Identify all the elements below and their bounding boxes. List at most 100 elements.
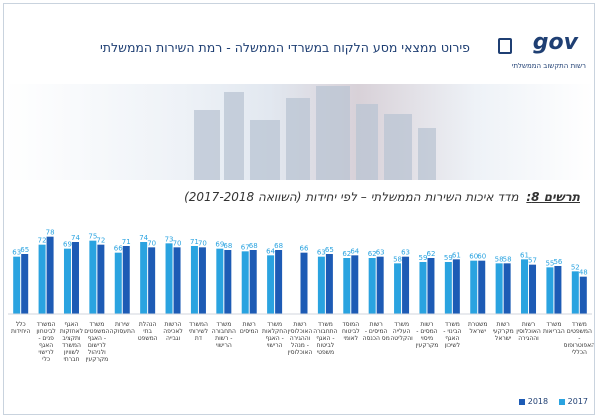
bar-2017-12: [318, 257, 325, 314]
category-label-7: המשרד לשירותי דת: [189, 321, 208, 342]
building-shape: [250, 120, 280, 180]
bar-2018-18: [478, 261, 485, 314]
bar-2017-5: [140, 242, 147, 314]
category-label-22: משרד המשפטים -האפוטרופוס הכללי: [564, 321, 595, 356]
bar-2018-6: [174, 247, 181, 314]
legend-swatch-2017: [559, 399, 565, 405]
bar-2017-3: [89, 241, 96, 314]
bar-2018-21: [554, 266, 561, 314]
bar-2018-1: [47, 237, 54, 314]
data-label-2018-21: 56: [553, 258, 562, 266]
bar-2017-8: [216, 249, 223, 314]
data-label-2018-16: 62: [426, 250, 435, 258]
data-label-2018-12: 65: [325, 246, 334, 254]
bar-2017-10: [267, 255, 274, 314]
bar-2017-9: [242, 251, 249, 314]
legend: 2018 2017: [511, 397, 588, 406]
bar-2017-7: [191, 246, 198, 314]
bar-2018-9: [250, 250, 257, 314]
bar-2018-14: [377, 257, 384, 314]
bar-2018-8: [224, 250, 231, 314]
category-label-0: כלל היחידות: [11, 321, 30, 335]
data-label-2018-1: 78: [46, 229, 55, 237]
category-label-11: רשות האוכלוסין וההגירה - מנהל האוכלוסין: [288, 321, 313, 356]
bar-2017-17: [445, 262, 452, 314]
category-label-16: רשות המסים -מיסוי מקרקעין: [416, 321, 439, 349]
category-label-15: משרד העלייה והקליטה: [390, 321, 413, 342]
bar-2018-20: [529, 265, 536, 314]
data-label-2018-10: 68: [274, 242, 283, 250]
legend-swatch-2018: [519, 399, 525, 405]
bar-2018-4: [123, 246, 130, 314]
bar-2018-16: [427, 258, 434, 314]
building-shape: [418, 128, 436, 180]
slide-frame: פירוט ממצאי מסע הלקוח במשרדי הממשלה - רמ…: [3, 3, 595, 415]
data-label-2018-20: 57: [528, 257, 537, 265]
legend-item-2017: 2017: [559, 397, 588, 406]
category-label-13: המוסד לביטוח לאומי: [342, 321, 360, 342]
category-label-21: משרד הבריאות: [543, 321, 565, 335]
category-label-6: הרשות לאכיפה וגבייה: [163, 321, 183, 342]
bar-2017-21: [546, 267, 553, 314]
bar-2017-2: [64, 249, 71, 314]
data-label-2017-1: 72: [38, 237, 47, 245]
logo-text: gov: [533, 30, 578, 55]
data-label-2018-2: 74: [71, 234, 80, 242]
chart-title: תרשים 8: מדד איכות השירות הממשלתי – לפי …: [184, 190, 580, 204]
category-label-17: משרד הבינוי -האגף לשיכון: [443, 321, 461, 349]
category-label-18: משטרת ישראל: [468, 321, 488, 335]
category-label-10: משרד החקלאות - האגף הרישוי: [262, 321, 287, 349]
data-label-2018-7: 70: [198, 239, 207, 247]
category-label-19: רשות מקרקעי ישראל: [493, 321, 514, 342]
bar-2017-16: [419, 262, 426, 314]
bar-2017-4: [115, 253, 122, 314]
data-label-2018-0: 65: [20, 246, 29, 254]
data-label-2018-17: 61: [452, 251, 461, 259]
bar-2017-0: [13, 257, 20, 314]
building-shape: [224, 92, 244, 180]
data-label-2018-15: 63: [401, 249, 410, 257]
category-label-2: האגף לאחזקות ותקציב המשרד לשוויון חברתי: [60, 321, 83, 363]
data-label-2018-4: 71: [122, 238, 131, 246]
data-label-2018-13: 64: [350, 247, 359, 255]
bar-2017-13: [343, 258, 350, 314]
bar-2018-10: [275, 250, 282, 314]
page-title: פירוט ממצאי מסע הלקוח במשרדי הממשלה - רמ…: [100, 40, 470, 55]
bar-2018-0: [21, 254, 28, 314]
bar-2017-22: [572, 271, 579, 314]
gov-logo: gov רשות התקשוב הממשלתי: [490, 36, 586, 70]
chart-title-text: מדד איכות השירות הממשלתי – לפי יחידות (ה…: [184, 190, 518, 204]
bar-2017-18: [470, 261, 477, 314]
category-label-5: הנהלת בתי המשפט: [138, 321, 158, 342]
bar-2018-11: [301, 253, 308, 314]
data-label-2018-19: 58: [503, 255, 512, 263]
bar-2018-7: [199, 247, 206, 314]
legend-label-2017: 2017: [568, 397, 588, 406]
building-shape: [316, 86, 350, 180]
data-label-2018-14: 63: [376, 249, 385, 257]
building-shape: [356, 104, 378, 180]
bar-2017-14: [369, 258, 376, 314]
building-shape: [384, 114, 412, 180]
category-label-8: משרד התחבורה - רשות הרישוי: [212, 321, 236, 349]
category-label-14: רשות המיסים -מס הכנסה: [363, 321, 390, 342]
bar-2018-3: [97, 245, 104, 314]
building-shape: [194, 110, 220, 180]
chart-number: תרשים 8:: [526, 190, 580, 204]
header: פירוט ממצאי מסע הלקוח במשרדי הממשלה - רמ…: [4, 4, 594, 84]
data-label-2018-11: 66: [300, 245, 309, 253]
category-label-4: שירות התעסוקה: [110, 321, 135, 335]
logo-subtitle: רשות התקשוב הממשלתי: [512, 62, 586, 70]
category-label-20: רשות האוכלוסין וההגירה: [516, 321, 541, 342]
bar-2018-22: [580, 277, 587, 314]
bar-2017-1: [39, 245, 46, 314]
bar-2018-2: [72, 242, 79, 314]
bar-2017-19: [496, 263, 503, 314]
category-label-1: המשרד לביטחון פנים -האגף לרישוי כלי: [36, 321, 55, 363]
data-label-2018-3: 72: [96, 237, 105, 245]
bar-2017-15: [394, 263, 401, 314]
building-shape: [286, 98, 310, 180]
category-label-9: רשות המיסים: [240, 321, 259, 335]
data-label-2018-8: 68: [223, 242, 232, 250]
